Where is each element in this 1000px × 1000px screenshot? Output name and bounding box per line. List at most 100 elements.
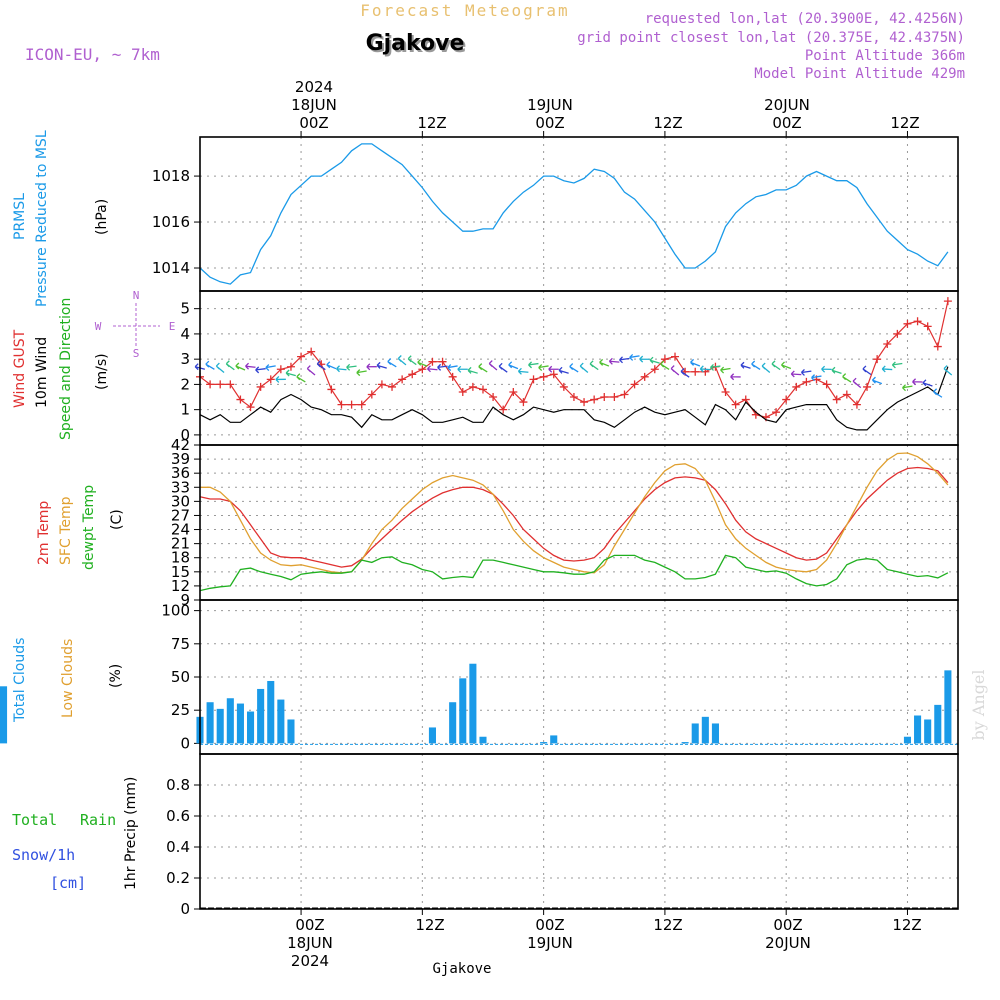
wind-unit: (m/s) — [94, 353, 110, 390]
ytick-label-wind-3: 3 — [180, 350, 190, 368]
wind-labels: Wind GUST 10m Wind Speed and Direction (… — [12, 289, 175, 440]
gust-marker-32 — [519, 398, 528, 407]
gust-marker-69 — [893, 329, 902, 338]
gust-marker-41 — [610, 393, 619, 402]
requested-coords: requested lon,lat (20.3900E, 42.4256N) — [645, 11, 965, 27]
footer-location: Gjakove — [432, 961, 491, 977]
temp-label-sfc: SFC Temp — [58, 496, 74, 565]
wind-direction-arrow-46 — [660, 360, 670, 370]
gust-marker-72 — [923, 322, 932, 331]
bottom-hour-label-6: 12Z — [892, 916, 921, 934]
ytick-label-total-clouds-2: 50 — [171, 668, 190, 686]
cloud-bar-5 — [246, 711, 255, 744]
wind-direction-arrow-7 — [265, 364, 276, 372]
wind-direction-arrow-65 — [852, 377, 862, 389]
gust-marker-18 — [377, 380, 386, 389]
wind-label-gust: Wind GUST — [12, 329, 28, 408]
gust-marker-5 — [246, 403, 255, 412]
compass-rose: N W E S — [95, 289, 176, 360]
bottom-date-label-1: 18JUN — [287, 934, 333, 952]
ytick-label-precip-1: 0.2 — [166, 869, 190, 887]
cloud-bar-70 — [903, 736, 912, 744]
gust-marker-42 — [620, 390, 629, 399]
pressure-label-2: Pressure Reduced to MSL — [34, 130, 50, 307]
gust-marker-74 — [943, 297, 952, 306]
cloud-bar-34 — [540, 742, 548, 744]
cloud-bar-1 — [206, 702, 214, 744]
top-hour-label-3: 00Z — [535, 114, 564, 132]
wind-direction-arrow-8 — [275, 375, 286, 383]
cloud-label-total: Total Clouds — [12, 638, 28, 723]
wind-direction-arrow-16 — [356, 369, 367, 377]
wind-direction-arrow-27 — [467, 366, 478, 374]
wind-direction-arrow-5 — [245, 362, 256, 370]
data-layer — [0, 143, 958, 909]
gust-marker-6 — [256, 382, 265, 391]
ytick-label-temperature-0: 9 — [180, 591, 190, 609]
ytick-label-precip-3: 0.6 — [166, 807, 190, 825]
cloud-bar-4 — [236, 703, 244, 744]
gust-marker-28 — [478, 385, 487, 394]
wind-direction-arrow-18 — [376, 361, 387, 369]
gust-marker-58 — [782, 395, 791, 404]
gust-marker-11 — [307, 347, 316, 356]
wind-label-10m: 10m Wind — [34, 337, 50, 408]
top-hour-label-2: 12Z — [417, 114, 446, 132]
wind-direction-arrow-22 — [417, 358, 428, 367]
gust-marker-36 — [559, 382, 568, 391]
gust-marker-34 — [539, 372, 548, 381]
gust-marker-46 — [660, 355, 669, 364]
wind-direction-arrow-3 — [225, 360, 235, 371]
gust-marker-63 — [832, 395, 841, 404]
gust-marker-29 — [489, 393, 498, 402]
wind-direction-arrow-63 — [831, 366, 842, 374]
wind-direction-arrow-42 — [619, 356, 630, 364]
gust-marker-49 — [691, 367, 700, 376]
cloud-bar-48 — [681, 742, 689, 744]
ytick-label-total-clouds-0: 0 — [180, 734, 190, 752]
frame-layer — [199, 131, 959, 915]
gust-marker-53 — [731, 400, 740, 409]
wind-direction-arrow-9 — [285, 369, 296, 377]
ytick-label-temperature-3: 18 — [171, 549, 190, 567]
gust-marker-22 — [418, 365, 427, 374]
compass-south: S — [133, 347, 140, 360]
ytick-label-wind-2: 2 — [180, 375, 190, 393]
cloud-bar-6 — [257, 688, 265, 744]
wind-direction-arrow-69 — [891, 361, 903, 369]
gust-marker-68 — [883, 340, 892, 349]
pressure-line — [199, 143, 949, 285]
precip-label-snow-unit: [cm] — [50, 874, 86, 892]
wind-direction-arrow-34 — [538, 364, 549, 372]
wind-direction-arrow-43 — [629, 353, 640, 361]
wind-direction-arrow-17 — [366, 363, 377, 371]
ytick-label-wind-0: 0 — [180, 426, 190, 444]
bottom-date-label-3: 20JUN — [765, 934, 811, 952]
ytick-label-temperature-9: 36 — [171, 464, 190, 482]
cloud-bar-2 — [216, 708, 224, 744]
wind-direction-arrow-11 — [306, 365, 316, 376]
wind-direction-arrow-14 — [336, 365, 347, 373]
cloud-labels: Total Clouds Low Clouds (%) — [12, 638, 124, 723]
ytick-label-total-clouds-1: 25 — [171, 701, 190, 719]
wind-direction-arrow-35 — [548, 365, 559, 373]
gust-marker-59 — [792, 382, 801, 391]
top-time-axis: 2024 18JUN 19JUN 20JUN 00Z 12Z 00Z 12Z 0… — [291, 78, 920, 132]
cloud-bar-35 — [550, 735, 558, 744]
ytick-label-temperature-6: 27 — [171, 506, 190, 524]
gust-marker-17 — [367, 390, 376, 399]
wind-direction-arrow-31 — [508, 361, 519, 370]
watermark: by Angel — [969, 669, 988, 740]
ytick-label-precip-2: 0.4 — [166, 838, 190, 856]
wind-direction-arrow-67 — [872, 376, 883, 385]
pressure-label-1: PRMSL — [12, 193, 28, 240]
ytick-label-total-clouds-3: 75 — [171, 635, 190, 653]
gust-marker-19 — [388, 382, 397, 391]
ytick-label-temperature-4: 21 — [171, 535, 190, 553]
wind-direction-arrow-30 — [498, 362, 508, 373]
bottom-date-label-2: 19JUN — [527, 934, 573, 952]
wind-direction-arrow-40 — [599, 358, 610, 367]
ytick-label-total-clouds-4: 100 — [161, 602, 190, 620]
wind-direction-arrow-45 — [649, 356, 660, 364]
